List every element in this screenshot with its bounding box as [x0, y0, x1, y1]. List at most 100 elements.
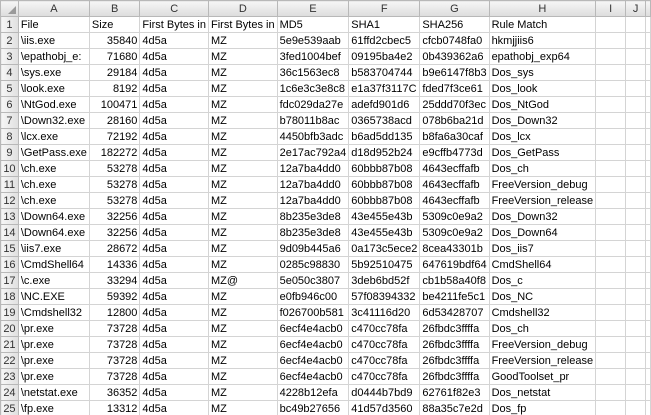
row-header[interactable]: 23: [0, 368, 19, 385]
cell-f[interactable]: b6ad5dd135: [348, 128, 421, 145]
cell-h[interactable]: Dos_fp: [488, 400, 597, 415]
cell-a[interactable]: \GetPass.exe: [17, 144, 90, 161]
cell-a[interactable]: \iis7.exe: [17, 240, 90, 257]
cell-c[interactable]: First Bytes in: [139, 16, 209, 33]
cell-h[interactable]: FreeVersion_release: [488, 192, 597, 209]
row-header[interactable]: 22: [0, 352, 19, 369]
cell-e[interactable]: 2e17ac792a4: [276, 144, 350, 161]
cell-g[interactable]: be4211fe5c1: [419, 288, 490, 305]
cell-e[interactable]: 9d09b445a6: [276, 240, 350, 257]
cell-f[interactable]: c470cc78fa: [348, 320, 421, 337]
cell-c[interactable]: 4d5a: [139, 112, 209, 129]
cell-d[interactable]: MZ: [208, 240, 278, 257]
cell-i[interactable]: [595, 192, 627, 209]
cell-overflow[interactable]: [645, 240, 651, 257]
cell-d[interactable]: MZ: [208, 128, 278, 145]
cell-g[interactable]: 5309c0e9a2: [419, 224, 490, 241]
cell-c[interactable]: 4d5a: [139, 256, 209, 273]
cell-g[interactable]: 0b439362a6: [419, 48, 490, 65]
cell-g[interactable]: e9cffb4773d: [419, 144, 490, 161]
cell-e[interactable]: bc49b27656: [276, 400, 350, 415]
cell-i[interactable]: [595, 320, 627, 337]
column-header-e[interactable]: E: [276, 0, 350, 17]
cell-g[interactable]: 88a35c7e2d: [419, 400, 490, 415]
cell-f[interactable]: 0365738acd: [348, 112, 421, 129]
cell-d[interactable]: MZ: [208, 176, 278, 193]
cell-overflow[interactable]: [645, 96, 651, 113]
cell-c[interactable]: 4d5a: [139, 320, 209, 337]
cell-d[interactable]: First Bytes in: [208, 16, 278, 33]
cell-a[interactable]: \ch.exe: [17, 160, 90, 177]
cell-c[interactable]: 4d5a: [139, 384, 209, 401]
cell-h[interactable]: epathobj_exp64: [488, 48, 597, 65]
cell-h[interactable]: Dos_Down64: [488, 224, 597, 241]
cell-e[interactable]: 8b235e3de8: [276, 224, 350, 241]
cell-i[interactable]: [595, 160, 627, 177]
cell-j[interactable]: [625, 272, 646, 289]
cell-e[interactable]: 6ecf4e4acb0: [276, 352, 350, 369]
cell-a[interactable]: \lcx.exe: [17, 128, 90, 145]
cell-b[interactable]: 13312: [88, 400, 141, 415]
cell-f[interactable]: 60bbb87b08: [348, 160, 421, 177]
cell-overflow[interactable]: [645, 384, 651, 401]
cell-f[interactable]: 3deb6bd52f: [348, 272, 421, 289]
cell-overflow[interactable]: [645, 400, 651, 415]
cell-overflow[interactable]: [645, 128, 651, 145]
cell-f[interactable]: SHA1: [348, 16, 421, 33]
cell-f[interactable]: b583704744: [348, 64, 421, 81]
cell-c[interactable]: 4d5a: [139, 208, 209, 225]
cell-e[interactable]: 12a7ba4dd0: [276, 192, 350, 209]
cell-b[interactable]: 59392: [88, 288, 141, 305]
cell-j[interactable]: [625, 288, 646, 305]
cell-g[interactable]: fded7f3ce61: [419, 80, 490, 97]
cell-a[interactable]: \fp.exe: [17, 400, 90, 415]
cell-h[interactable]: Dos_netstat: [488, 384, 597, 401]
cell-c[interactable]: 4d5a: [139, 304, 209, 321]
cell-h[interactable]: Dos_iis7: [488, 240, 597, 257]
cell-i[interactable]: [595, 240, 627, 257]
cell-c[interactable]: 4d5a: [139, 224, 209, 241]
cell-a[interactable]: \pr.exe: [17, 352, 90, 369]
cell-h[interactable]: Dos_lcx: [488, 128, 597, 145]
cell-f[interactable]: 57f08394332: [348, 288, 421, 305]
cell-e[interactable]: 6ecf4e4acb0: [276, 336, 350, 353]
cell-overflow[interactable]: [645, 48, 651, 65]
cell-i[interactable]: [595, 176, 627, 193]
cell-a[interactable]: \look.exe: [17, 80, 90, 97]
cell-overflow[interactable]: [645, 368, 651, 385]
cell-b[interactable]: 12800: [88, 304, 141, 321]
cell-f[interactable]: 3c41116d20: [348, 304, 421, 321]
cell-overflow[interactable]: [645, 208, 651, 225]
cell-j[interactable]: [625, 176, 646, 193]
cell-j[interactable]: [625, 128, 646, 145]
select-all-corner[interactable]: [0, 0, 19, 17]
cell-g[interactable]: 26fbdc3ffffa: [419, 320, 490, 337]
cell-overflow[interactable]: [645, 224, 651, 241]
column-header-i[interactable]: I: [595, 0, 627, 17]
cell-c[interactable]: 4d5a: [139, 288, 209, 305]
cell-h[interactable]: Dos_NC: [488, 288, 597, 305]
cell-e[interactable]: b78011b8ac: [276, 112, 350, 129]
cell-e[interactable]: e0fb946c00: [276, 288, 350, 305]
cell-e[interactable]: 5e9e539aab: [276, 32, 350, 49]
cell-overflow[interactable]: [645, 288, 651, 305]
cell-j[interactable]: [625, 400, 646, 415]
cell-j[interactable]: [625, 48, 646, 65]
cell-i[interactable]: [595, 336, 627, 353]
cell-f[interactable]: e1a37f3117C: [348, 80, 421, 97]
column-header-b[interactable]: B: [88, 0, 141, 17]
cell-h[interactable]: Dos_Down32: [488, 208, 597, 225]
cell-d[interactable]: MZ: [208, 96, 278, 113]
cell-g[interactable]: 5309c0e9a2: [419, 208, 490, 225]
cell-j[interactable]: [625, 160, 646, 177]
cell-h[interactable]: FreeVersion_debug: [488, 336, 597, 353]
cell-f[interactable]: d0444b7bd9: [348, 384, 421, 401]
row-header[interactable]: 18: [0, 288, 19, 305]
cell-i[interactable]: [595, 32, 627, 49]
column-header-d[interactable]: D: [208, 0, 278, 17]
column-header-j[interactable]: J: [625, 0, 646, 17]
cell-h[interactable]: hkmjjiis6: [488, 32, 597, 49]
row-header[interactable]: 14: [0, 224, 19, 241]
cell-overflow[interactable]: [645, 160, 651, 177]
row-header[interactable]: 16: [0, 256, 19, 273]
